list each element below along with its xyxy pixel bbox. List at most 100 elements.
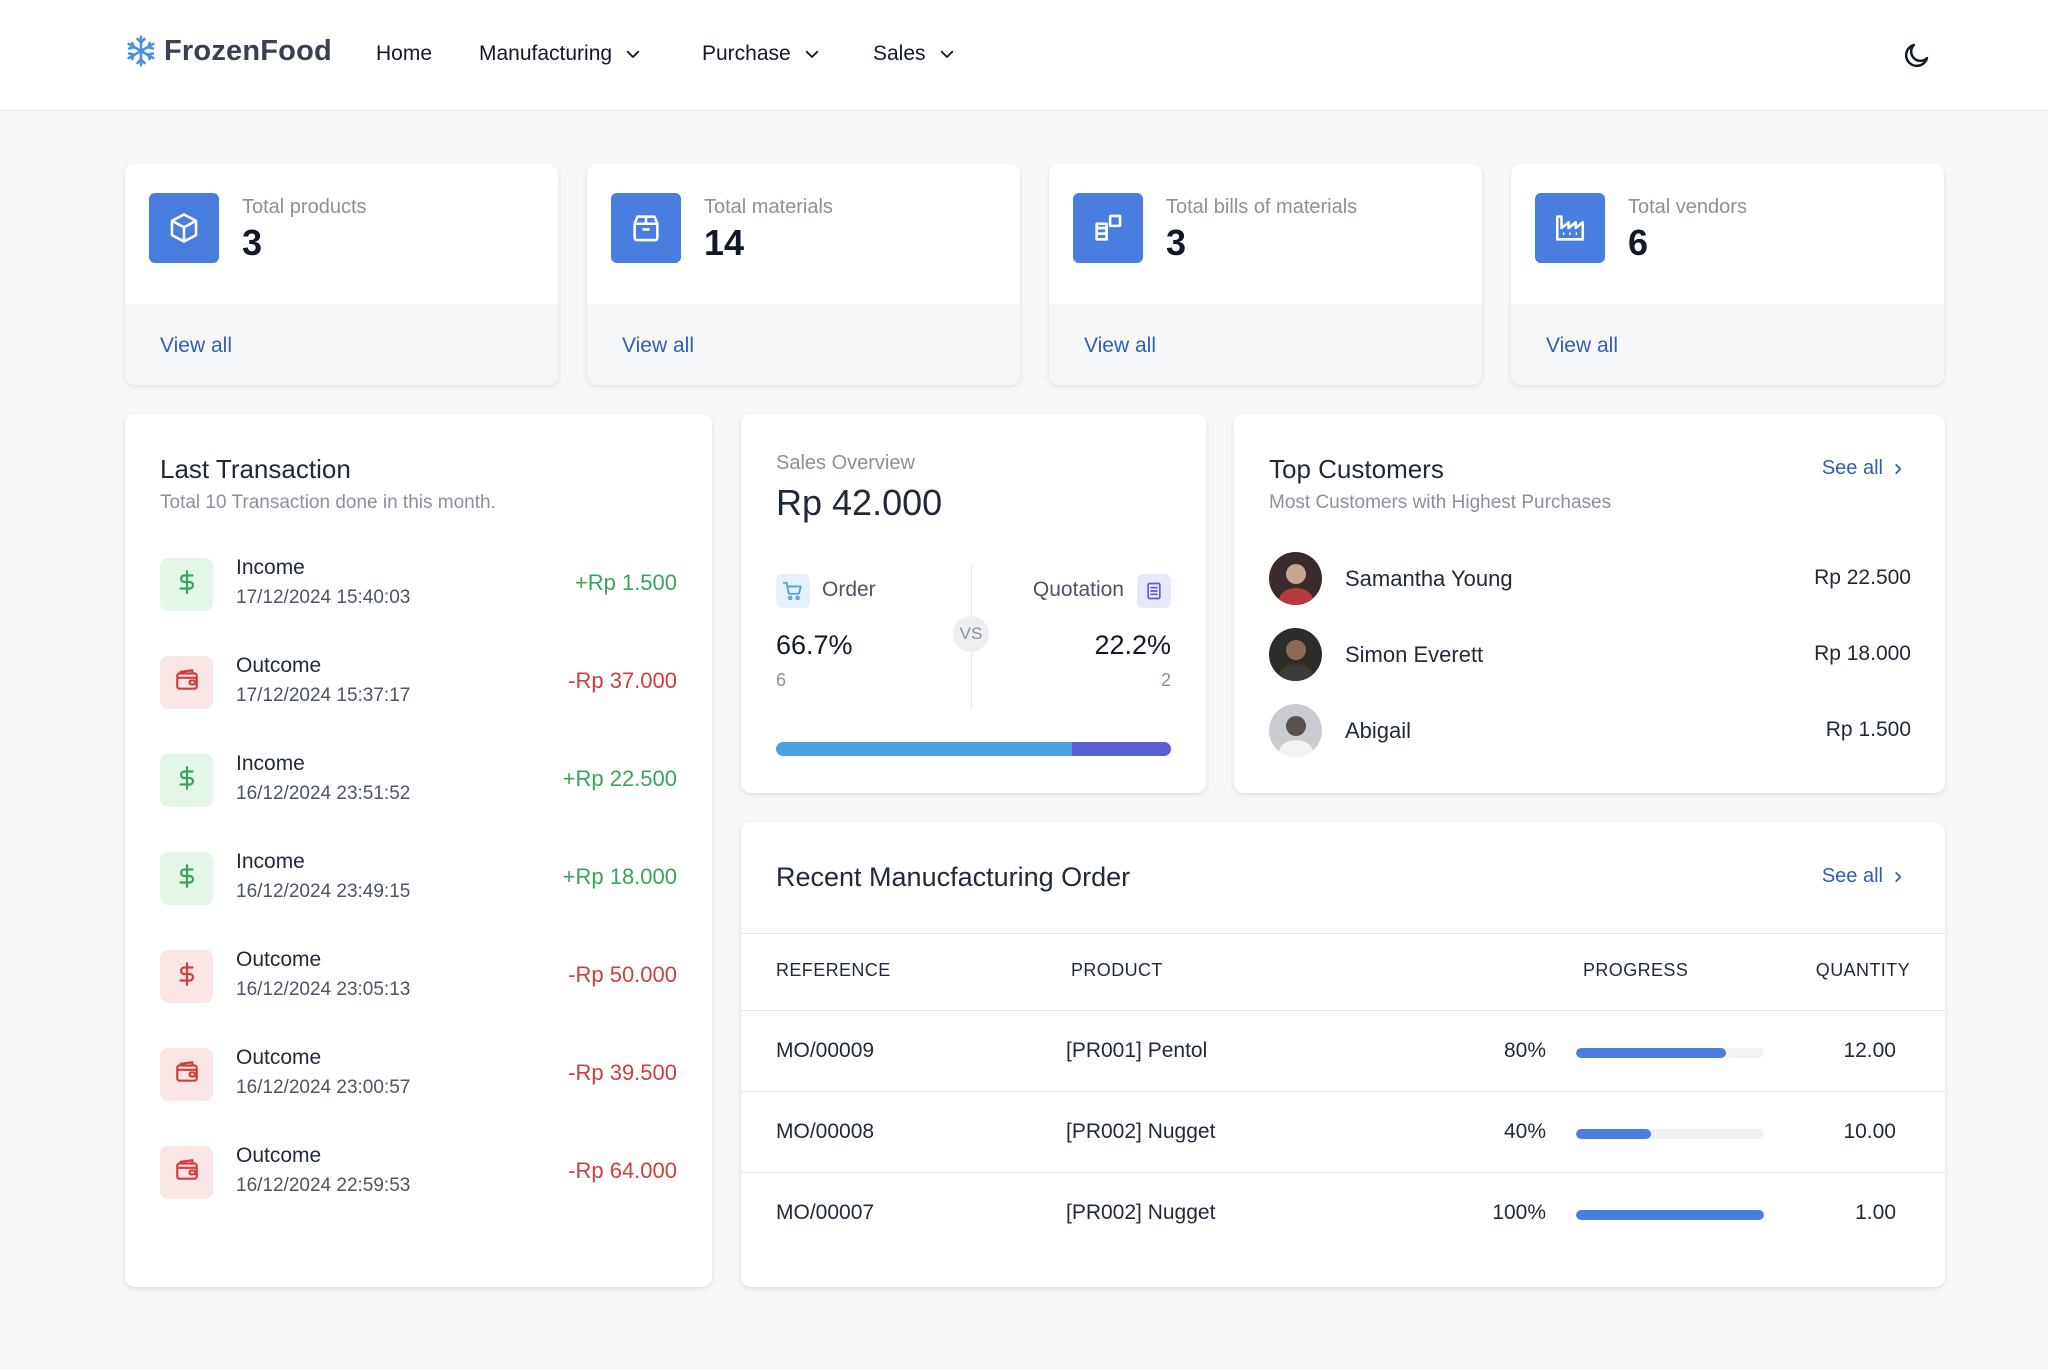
nav-purchase[interactable]: Purchase xyxy=(702,42,821,66)
stat-card-footer: View all xyxy=(587,304,1020,385)
sales-overview-value: Rp 42.000 xyxy=(776,482,943,523)
quotation-percent: 22.2% xyxy=(1094,630,1171,660)
cart-icon xyxy=(782,581,802,601)
stat-card-footer: View all xyxy=(125,304,558,385)
customer-amount: Rp 1.500 xyxy=(1825,718,1911,741)
stat-label: Total products xyxy=(242,196,367,218)
transaction-date: 17/12/2024 15:37:17 xyxy=(236,685,411,706)
transaction-amount: -Rp 39.500 xyxy=(568,1060,677,1085)
order-quantity: 1.00 xyxy=(1855,1201,1896,1224)
order-product: [PR002] Nugget xyxy=(1066,1201,1216,1224)
stat-card-bom: Total bills of materials 3 View all xyxy=(1049,164,1482,385)
stat-icon-box xyxy=(611,193,681,263)
order-progress-bar xyxy=(1576,1210,1764,1220)
snowflake-icon xyxy=(127,35,155,67)
nav-sales[interactable]: Sales xyxy=(873,42,956,66)
view-all-bom-link[interactable]: View all xyxy=(1084,334,1156,357)
order-count: 6 xyxy=(776,670,787,690)
stat-value: 3 xyxy=(242,222,263,263)
transaction-type: Outcome xyxy=(236,1144,322,1167)
order-progress-label: 100% xyxy=(1492,1201,1546,1224)
transaction-icon-box xyxy=(160,852,213,905)
quotation-icon-box xyxy=(1137,574,1171,608)
top-customers-subtitle: Most Customers with Highest Purchases xyxy=(1269,492,1612,513)
transaction-date: 16/12/2024 22:59:53 xyxy=(236,1175,411,1196)
nav-manufacturing[interactable]: Manufacturing xyxy=(479,42,642,66)
transaction-row: Outcome 16/12/2024 23:05:13 -Rp 50.000 xyxy=(160,946,677,1006)
nav-manufacturing-label: Manufacturing xyxy=(479,42,613,65)
order-progress-label: 80% xyxy=(1503,1039,1546,1062)
customer-amount: Rp 22.500 xyxy=(1814,566,1911,589)
transaction-type: Income xyxy=(236,850,305,873)
stat-value: 3 xyxy=(1166,222,1187,263)
dollar-icon xyxy=(174,569,200,600)
view-all-vendors-link[interactable]: View all xyxy=(1546,334,1618,357)
see-all-label: See all xyxy=(1821,865,1883,887)
transaction-amount: -Rp 37.000 xyxy=(568,668,677,693)
table-divider xyxy=(741,1172,1945,1173)
stat-card-vendors: Total vendors 6 View all xyxy=(1511,164,1944,385)
transaction-type: Income xyxy=(236,752,305,775)
stat-label: Total materials xyxy=(704,196,833,218)
table-row[interactable]: MO/00009 [PR001] Pentol 80% 12.00 xyxy=(741,1011,1945,1092)
stat-card-body: Total vendors 6 xyxy=(1511,164,1944,304)
order-reference: MO/00007 xyxy=(776,1201,875,1224)
customer-name: Samantha Young xyxy=(1345,566,1513,591)
stat-label: Total bills of materials xyxy=(1166,196,1358,218)
stat-card-footer: View all xyxy=(1049,304,1482,385)
transaction-amount: +Rp 1.500 xyxy=(574,570,677,595)
transaction-row: Income 17/12/2024 15:40:03 +Rp 1.500 xyxy=(160,554,677,614)
customer-row: Abigail Rp 1.500 xyxy=(1269,704,1911,758)
orders-see-all-link[interactable]: See all xyxy=(1822,865,1905,888)
customer-row: Simon Everett Rp 18.000 xyxy=(1269,628,1911,682)
chevron-down-icon xyxy=(626,50,640,58)
brand-name: FrozenFood xyxy=(164,34,332,67)
customers-see-all-link[interactable]: See all xyxy=(1822,457,1905,480)
chevron-right-icon xyxy=(1895,871,1902,882)
order-progress-fill xyxy=(1576,1048,1727,1058)
top-customers-title: Top Customers xyxy=(1269,454,1444,484)
order-product: [PR002] Nugget xyxy=(1066,1120,1216,1143)
wallet-icon xyxy=(174,1157,200,1188)
quotation-label: Quotation xyxy=(1032,578,1124,601)
nav-home[interactable]: Home xyxy=(376,42,432,66)
view-all-products-link[interactable]: View all xyxy=(160,334,232,357)
col-header-reference: REFERENCE xyxy=(776,960,891,980)
transaction-type: Outcome xyxy=(236,948,322,971)
transaction-type: Outcome xyxy=(236,1046,322,1069)
view-all-materials-link[interactable]: View all xyxy=(622,334,694,357)
stat-value: 14 xyxy=(704,222,745,263)
last-transaction-subtitle: Total 10 Transaction done in this month. xyxy=(160,492,496,513)
sales-overview-card: Sales Overview Rp 42.000 VS Order Quotat… xyxy=(741,414,1206,793)
order-product: [PR001] Pentol xyxy=(1066,1039,1208,1062)
avatar xyxy=(1269,552,1322,605)
theme-toggle-button[interactable] xyxy=(1902,40,1932,70)
transaction-row: Income 16/12/2024 23:51:52 +Rp 22.500 xyxy=(160,750,677,810)
customer-amount: Rp 18.000 xyxy=(1814,642,1911,665)
dollar-icon xyxy=(174,961,200,992)
chevron-down-icon xyxy=(805,50,818,58)
order-quantity: 12.00 xyxy=(1843,1039,1896,1062)
manufacturing-orders-card: Recent Manucfacturing Order See all REFE… xyxy=(741,822,1945,1287)
table-divider xyxy=(741,1010,1945,1011)
table-row[interactable]: MO/00007 [PR002] Nugget 100% 1.00 xyxy=(741,1173,1945,1254)
table-divider xyxy=(741,933,1945,934)
order-progress-bar xyxy=(1576,1129,1764,1139)
brand-logo[interactable]: FrozenFood xyxy=(124,34,332,68)
stat-card-materials: Total materials 14 View all xyxy=(587,164,1020,385)
stat-icon-box xyxy=(1535,193,1605,263)
transaction-date: 17/12/2024 15:40:03 xyxy=(236,587,411,608)
order-progress-fill xyxy=(1576,1129,1652,1139)
stat-card-products: Total products 3 View all xyxy=(125,164,558,385)
top-navbar: FrozenFood Home Manufacturing Purchase S… xyxy=(0,0,2048,111)
table-row[interactable]: MO/00008 [PR002] Nugget 40% 10.00 xyxy=(741,1092,1945,1173)
dollar-icon xyxy=(174,765,200,796)
stat-icon-box xyxy=(149,193,219,263)
transaction-date: 16/12/2024 23:51:52 xyxy=(236,783,411,804)
order-reference: MO/00009 xyxy=(776,1039,875,1062)
nav-purchase-label: Purchase xyxy=(702,42,791,65)
customer-name: Abigail xyxy=(1345,718,1412,743)
dollar-icon xyxy=(174,863,200,894)
stat-card-body: Total materials 14 xyxy=(587,164,1020,304)
transaction-row: Outcome 16/12/2024 22:59:53 -Rp 64.000 xyxy=(160,1142,677,1202)
